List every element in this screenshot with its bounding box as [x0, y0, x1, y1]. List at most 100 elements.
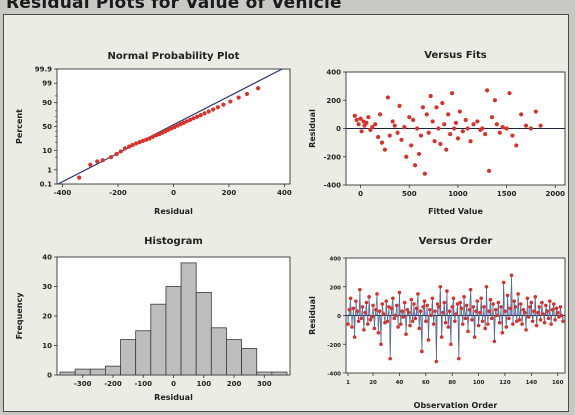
- order-point: [346, 322, 350, 326]
- order-point: [356, 319, 361, 324]
- order-point: [503, 309, 507, 313]
- npp-point: [215, 105, 220, 110]
- order-point: [408, 323, 412, 328]
- order-point: [557, 315, 561, 319]
- order-point: [416, 292, 420, 296]
- order-point: [383, 320, 387, 325]
- hist-bar: [105, 365, 121, 376]
- npp-point: [191, 116, 196, 121]
- hist-bar: [210, 327, 227, 376]
- order-y-tick-label: -200: [327, 343, 341, 349]
- order-point: [511, 322, 515, 326]
- order-y-tick-label: -400: [327, 372, 341, 378]
- npp-point: [118, 149, 123, 154]
- npp-point: [236, 95, 241, 100]
- order-point: [521, 307, 526, 312]
- order-point: [395, 303, 399, 308]
- order-point: [536, 310, 540, 315]
- order-point: [487, 309, 491, 313]
- order-point: [380, 302, 385, 306]
- order-x-tick-label: 60: [422, 380, 430, 386]
- order-point: [479, 296, 484, 301]
- order-point: [414, 306, 419, 311]
- order-point: [396, 325, 400, 329]
- order-point: [493, 307, 498, 312]
- order-point: [532, 309, 536, 313]
- order-point: [389, 306, 394, 311]
- npp-point: [211, 107, 216, 112]
- order-point: [393, 313, 398, 318]
- fits-point: [463, 117, 468, 123]
- order-point: [486, 322, 490, 326]
- order-point: [422, 299, 427, 303]
- order-point: [464, 303, 469, 308]
- fits-point: [438, 141, 443, 147]
- fits-point: [514, 143, 519, 148]
- npp-point: [198, 112, 203, 118]
- fits-point: [426, 130, 431, 135]
- order-point: [362, 328, 366, 332]
- order-point: [364, 300, 369, 305]
- fits-point: [492, 98, 498, 103]
- order-point: [549, 322, 553, 326]
- fits-y-tick-label: -400: [323, 182, 341, 190]
- fits-point: [390, 119, 395, 124]
- fits-point: [379, 140, 385, 145]
- order-point: [426, 338, 431, 342]
- npp-x-tick-label: 200: [222, 189, 237, 197]
- order-point: [401, 315, 406, 319]
- fits-point: [538, 123, 543, 128]
- fits-point: [475, 119, 480, 124]
- hist-x-tick-label: 0: [171, 380, 176, 388]
- npp-point: [206, 109, 211, 114]
- hist-bar: [256, 371, 273, 376]
- order-x-axis-label: Observation Order: [414, 401, 498, 410]
- npp-y-tick-label: 90: [42, 99, 52, 107]
- npp-y-tick-label: 99: [42, 80, 52, 88]
- npp-point: [122, 146, 128, 151]
- order-point: [377, 309, 382, 313]
- order-point: [392, 316, 396, 321]
- fits-point: [533, 109, 538, 114]
- order-point: [515, 319, 519, 324]
- order-x-tick-label: 120: [499, 380, 511, 386]
- hist-y-tick-label: 10: [42, 342, 52, 350]
- fits-point: [489, 115, 495, 120]
- fits-point: [358, 116, 363, 121]
- fits-point: [449, 91, 455, 96]
- fits-point: [494, 122, 499, 127]
- order-point: [528, 305, 532, 309]
- hist-bar: [135, 330, 152, 376]
- order-point: [365, 322, 370, 326]
- order-point: [463, 316, 468, 321]
- order-point: [497, 320, 502, 325]
- order-point: [478, 310, 482, 315]
- order-point: [454, 312, 458, 316]
- order-point: [533, 295, 538, 299]
- hist-x-tick-label: 200: [227, 380, 242, 388]
- order-point: [508, 306, 513, 311]
- fits-point: [471, 122, 476, 127]
- fits-point: [376, 134, 381, 140]
- order-point: [496, 300, 501, 305]
- fits-point: [411, 117, 416, 123]
- order-point: [388, 356, 393, 361]
- order-point: [398, 322, 403, 326]
- order-y-tick-label: 0: [337, 314, 341, 320]
- order-point: [530, 319, 535, 324]
- npp-x-tick-label: -200: [109, 189, 127, 197]
- order-point: [471, 305, 476, 309]
- hist-y-tick-label: 0: [47, 372, 52, 380]
- order-point: [550, 307, 555, 312]
- fits-x-axis-label: Fitted Value: [428, 207, 483, 216]
- order-point: [427, 307, 432, 312]
- hist-bar: [241, 348, 258, 376]
- order-point: [453, 319, 457, 324]
- order-point: [538, 318, 543, 322]
- order-point: [475, 299, 480, 303]
- hist-bar: [165, 286, 182, 376]
- order-point: [369, 315, 374, 319]
- fits-y-tick-label: -200: [323, 153, 341, 161]
- order-point: [551, 302, 556, 306]
- order-point: [425, 303, 429, 308]
